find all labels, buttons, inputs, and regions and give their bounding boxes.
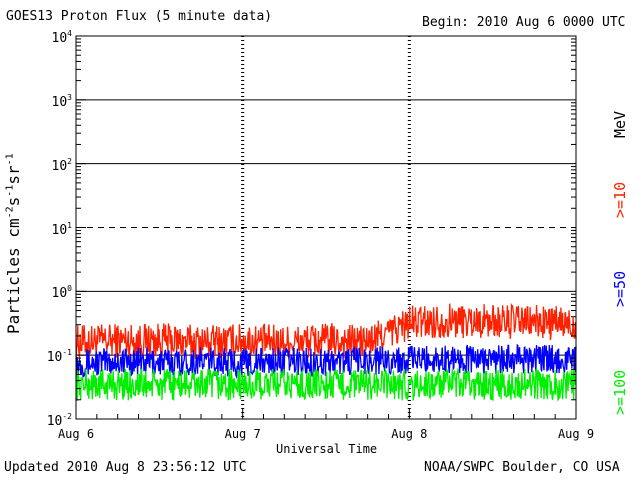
y-tick-label: 100 (51, 284, 72, 302)
series-line-2 (75, 367, 577, 402)
y-tick-label: 10-2 (46, 412, 72, 429)
x-tick-label: Aug 6 (57, 427, 95, 441)
y-tick-label: 102 (51, 156, 72, 174)
begin-timestamp: Begin: 2010 Aug 6 0000 UTC (422, 15, 626, 30)
chart-title: GOES13 Proton Flux (5 minute data) (6, 9, 273, 24)
x-tick-label: Aug 9 (557, 427, 595, 441)
y-axis-label: Particles cm-2s-1sr-1 (4, 153, 23, 334)
x-tick-label: Aug 7 (224, 427, 261, 441)
credit-text: NOAA/SWPC Boulder, CO USA (424, 460, 620, 475)
y-tick-label: 10-1 (46, 348, 72, 366)
legend-ge10: >=10 (611, 181, 629, 218)
legend-ge100: >=100 (611, 369, 629, 415)
y-tick-label: 101 (51, 220, 72, 238)
legend-ge50: >=50 (611, 270, 629, 307)
updated-timestamp: Updated 2010 Aug 8 23:56:12 UTC (4, 460, 247, 475)
y-tick-label: 104 (51, 29, 72, 46)
x-tick-label: Aug 8 (391, 427, 428, 441)
y-tick-label: 103 (51, 92, 72, 110)
series-line-0 (75, 302, 577, 360)
series-line-1 (75, 343, 577, 380)
legend-unit: MeV (611, 110, 629, 138)
x-axis-label: Universal Time (276, 442, 378, 456)
